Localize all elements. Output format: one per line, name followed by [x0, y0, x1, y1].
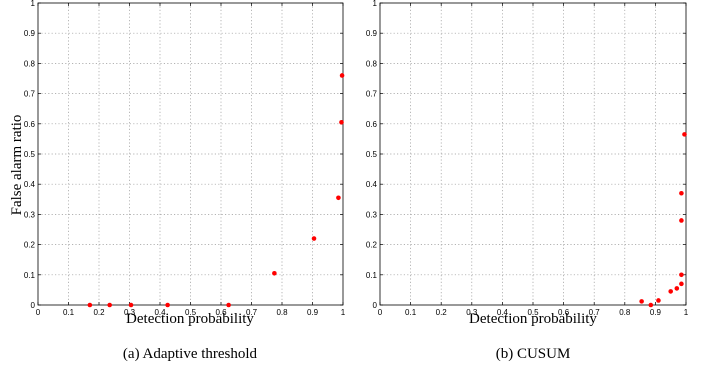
- y-tick-label: 1: [373, 0, 378, 8]
- y-tick-label: 0.4: [24, 180, 36, 189]
- x-tick-label: 0.1: [405, 308, 417, 317]
- y-tick-label: 0.6: [24, 120, 36, 129]
- data-point: [87, 302, 93, 308]
- x-tick-label: 0: [378, 308, 383, 317]
- x-axis-label: Detection probability: [126, 311, 254, 327]
- subfigure-caption: (b) CUSUM: [496, 346, 571, 362]
- data-point: [679, 281, 684, 287]
- x-tick-label: 0.9: [650, 308, 662, 317]
- x-tick-label: 0.3: [124, 308, 136, 317]
- x-tick-label: 0.2: [436, 308, 448, 317]
- data-point: [656, 298, 661, 303]
- data-point: [639, 299, 644, 304]
- y-tick-label: 0.3: [366, 210, 378, 219]
- data-point: [679, 218, 684, 223]
- y-tick-label: 0.7: [366, 90, 378, 99]
- y-tick-label: 0.5: [24, 150, 36, 159]
- data-point: [668, 289, 673, 294]
- x-tick-label: 0: [36, 308, 41, 317]
- x-tick-label: 0.5: [185, 308, 197, 317]
- x-tick-label: 1: [341, 308, 346, 317]
- data-point: [128, 302, 134, 308]
- x-tick-label: 0.9: [307, 308, 319, 317]
- x-tick-label: 0.6: [215, 308, 227, 317]
- y-tick-label: 0.2: [24, 241, 36, 250]
- data-point: [272, 270, 277, 276]
- y-tick-label: 0.1: [24, 271, 36, 280]
- x-tick-label: 0.5: [527, 308, 539, 317]
- y-tick-label: 0: [373, 301, 378, 310]
- x-tick-label: 0.8: [619, 308, 631, 317]
- x-tick-label: 0.7: [589, 308, 601, 317]
- y-tick-label: 0.8: [24, 59, 36, 68]
- y-tick-label: 0.3: [24, 210, 36, 219]
- x-tick-label: 0.4: [497, 308, 509, 317]
- x-tick-label: 0.2: [93, 308, 105, 317]
- x-axis-label: Detection probability: [469, 311, 597, 327]
- data-point: [679, 190, 684, 196]
- data-point: [165, 302, 170, 308]
- y-tick-label: 0.6: [366, 120, 378, 129]
- data-point: [226, 302, 231, 308]
- chart-panel-1: 0 0.1 0.2 0.3 0.4 0.5 0.6 0.7 0.8 0.9 1 0 0.1 0.2 0.3 0…: [9, 0, 346, 362]
- x-tick-label: 0.3: [466, 308, 478, 317]
- data-point: [339, 73, 345, 78]
- y-tick-label: 0.9: [366, 29, 378, 38]
- x-tick-label: 0.4: [154, 308, 166, 317]
- y-tick-label: 0.8: [366, 59, 378, 68]
- y-tick-label: 0: [31, 301, 36, 310]
- x-tick-label: 0.8: [276, 308, 288, 317]
- y-tick-label: 0.2: [366, 241, 378, 250]
- data-point: [336, 195, 341, 201]
- data-point: [682, 132, 687, 137]
- y-tick-label: 0.4: [366, 180, 378, 189]
- x-tick-label: 0.1: [63, 308, 75, 317]
- data-point: [339, 119, 344, 125]
- data-point: [674, 286, 680, 291]
- data-point: [311, 236, 317, 241]
- y-tick-label: 0.9: [24, 29, 36, 38]
- x-tick-label: 0.6: [558, 308, 570, 317]
- y-tick-label: 0.1: [366, 271, 378, 280]
- data-point: [107, 302, 112, 308]
- y-tick-label: 0.7: [24, 90, 36, 99]
- data-point: [679, 272, 684, 278]
- y-tick-label: 0.5: [366, 150, 378, 159]
- y-tick-label: 1: [31, 0, 36, 8]
- data-point: [648, 302, 654, 308]
- chart-panel-2: 0 0.1 0.2 0.3 0.4 0.5 0.6 0.7 0.8 0.9 1 0 0.1 0.2 0.3 0…: [366, 0, 689, 362]
- x-tick-label: 0.7: [246, 308, 258, 317]
- subfigure-caption: (a) Adaptive threshold: [123, 346, 258, 362]
- y-axis-label: False alarm ratio: [9, 115, 25, 216]
- x-tick-label: 1: [684, 308, 689, 317]
